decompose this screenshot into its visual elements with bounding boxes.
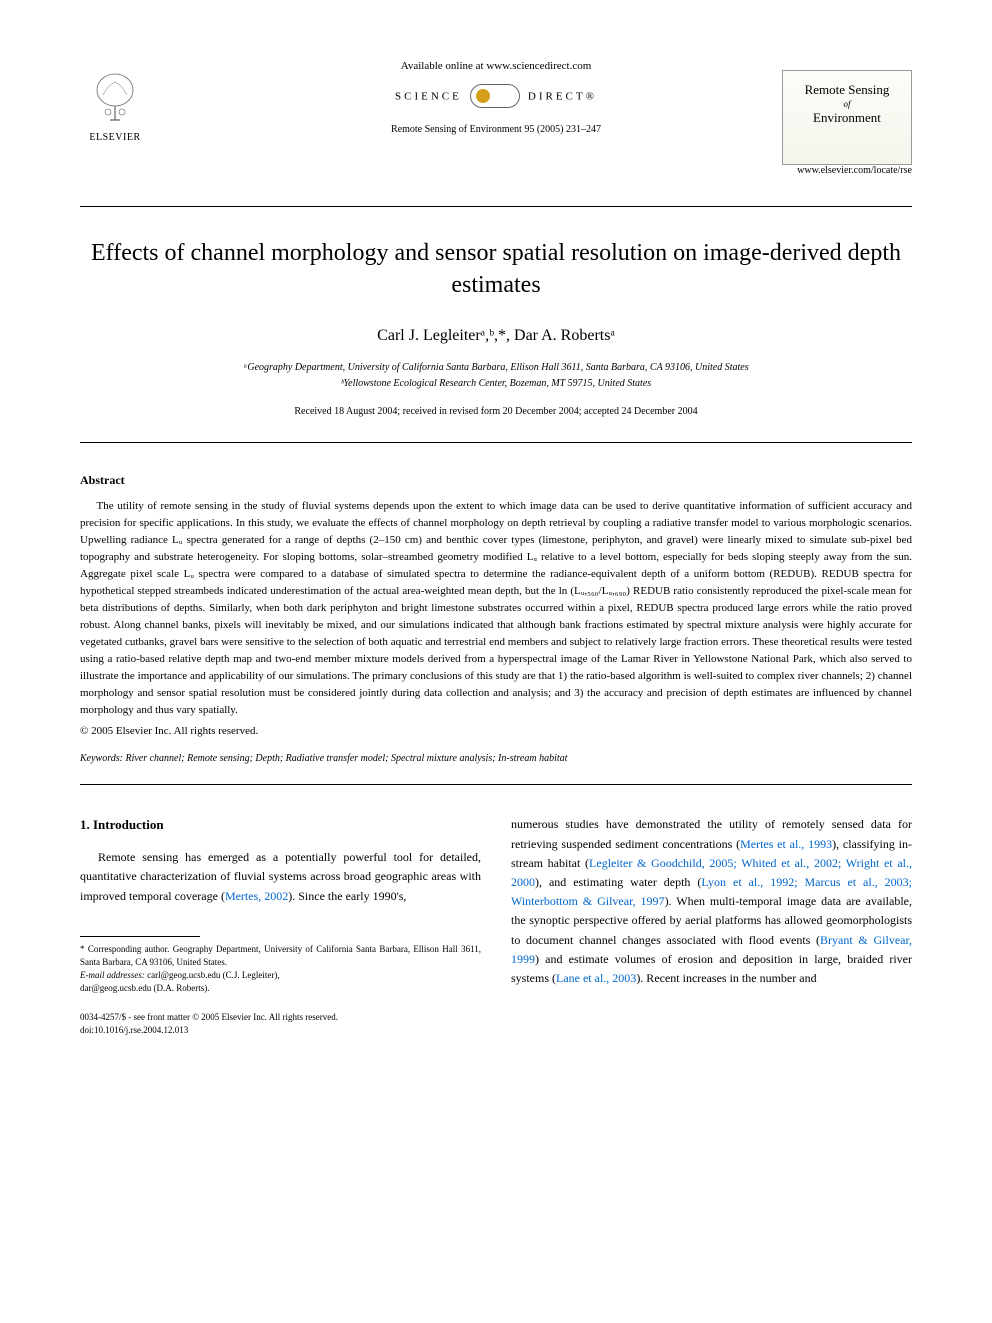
abstract-heading: Abstract: [80, 473, 912, 488]
header-divider: [80, 206, 912, 207]
science-direct-icon: [470, 84, 520, 108]
elsevier-tree-icon: [88, 70, 143, 125]
ref-lane[interactable]: Lane et al., 2003: [556, 971, 636, 985]
intro-paragraph-left: Remote sensing has emerged as a potentia…: [80, 848, 481, 906]
ref-mertes-1993[interactable]: Mertes et al., 1993: [740, 837, 832, 851]
footnote-corresponding: * Corresponding author. Geography Depart…: [80, 943, 481, 969]
ref-mertes-2002[interactable]: Mertes, 2002: [225, 889, 288, 903]
elsevier-text: ELSEVIER: [80, 132, 150, 143]
abstract-section: Abstract The utility of remote sensing i…: [80, 473, 912, 765]
journal-box: Remote Sensing of Environment: [782, 70, 912, 165]
journal-of: of: [793, 99, 901, 109]
authors: Carl J. Legleiterᵃ,ᵇ,*, Dar A. Robertsᵃ: [80, 327, 912, 345]
abstract-divider-top: [80, 442, 912, 443]
content-columns: 1. Introduction Remote sensing has emerg…: [80, 815, 912, 1036]
header-section: ELSEVIER Remote Sensing of Environment A…: [80, 60, 912, 176]
affiliations: ᵃGeography Department, University of Cal…: [80, 360, 912, 392]
footer-line1: 0034-4257/$ - see front matter © 2005 El…: [80, 1011, 481, 1024]
affiliation-a: ᵃGeography Department, University of Cal…: [80, 360, 912, 376]
journal-url: www.elsevier.com/locate/rse: [80, 165, 912, 176]
journal-title-line2: Environment: [793, 109, 901, 127]
elsevier-logo: ELSEVIER: [80, 70, 150, 143]
intro-paragraph-right: numerous studies have demonstrated the u…: [511, 815, 912, 988]
keywords: Keywords: River channel; Remote sensing;…: [80, 753, 912, 764]
footnote-email2: dar@geog.ucsb.edu (D.A. Roberts).: [80, 982, 481, 995]
affiliation-b: ᵇYellowstone Ecological Research Center,…: [80, 376, 912, 392]
science-direct-left: SCIENCE: [395, 91, 462, 103]
article-title: Effects of channel morphology and sensor…: [80, 237, 912, 302]
abstract-text: The utility of remote sensing in the stu…: [80, 498, 912, 720]
journal-title-line1: Remote Sensing: [793, 81, 901, 99]
abstract-copyright: © 2005 Elsevier Inc. All rights reserved…: [80, 725, 912, 737]
right-column: numerous studies have demonstrated the u…: [511, 815, 912, 1036]
article-dates: Received 18 August 2004; received in rev…: [80, 406, 912, 417]
footnote-emails: E-mail addresses: carl@geog.ucsb.edu (C.…: [80, 969, 481, 982]
footer-line2: doi:10.1016/j.rse.2004.12.013: [80, 1024, 481, 1037]
science-direct-right: DIRECT®: [528, 91, 597, 103]
footer-info: 0034-4257/$ - see front matter © 2005 El…: [80, 1011, 481, 1036]
left-column: 1. Introduction Remote sensing has emerg…: [80, 815, 481, 1036]
footnote-divider: [80, 936, 200, 937]
section-1-heading: 1. Introduction: [80, 815, 481, 836]
abstract-divider-bottom: [80, 784, 912, 785]
